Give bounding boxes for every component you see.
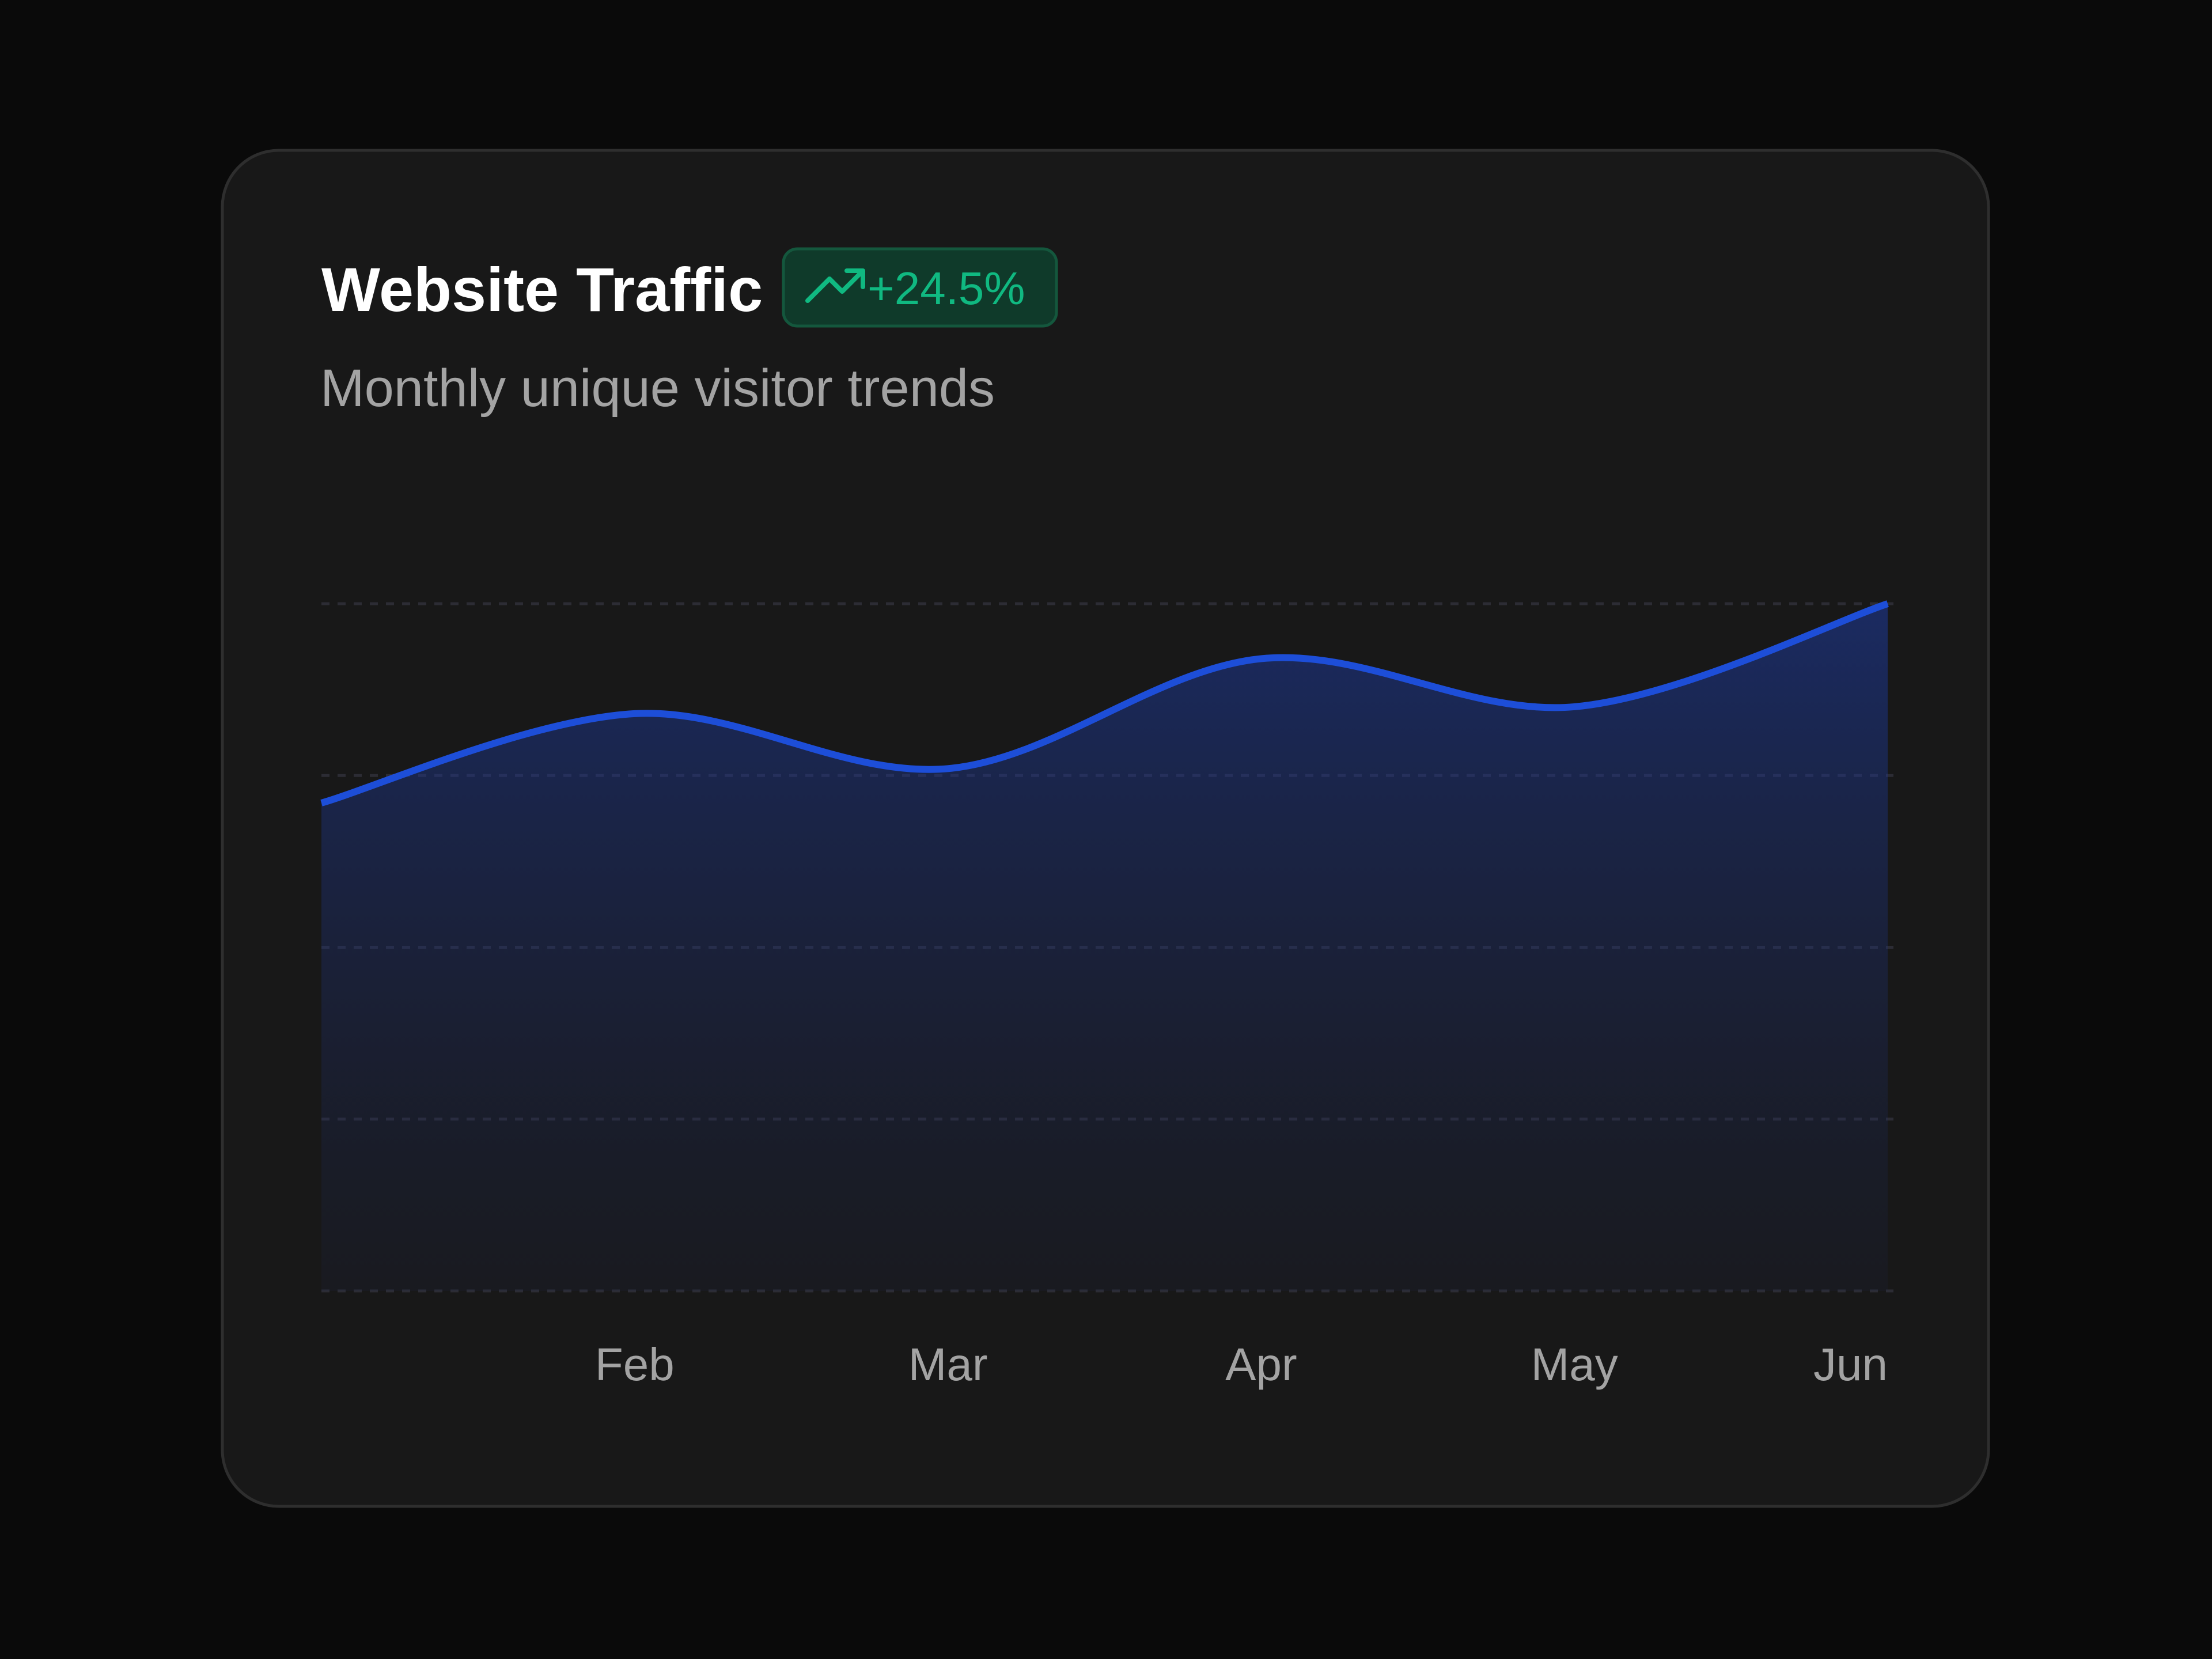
area-fill [321,604,1888,1291]
trend-badge: +24.5% [782,247,1058,328]
x-tick-label: Mar [908,1339,988,1390]
plot: Feb Mar Apr May Jun [320,600,1893,1390]
x-tick-label: Apr [1225,1339,1297,1390]
x-tick-label: Feb [595,1339,675,1390]
badge-background [782,247,1058,328]
badge-text: +24.5% [868,263,1025,314]
card-subtitle: Monthly unique visitor trends [320,359,995,418]
card-title: Website Traffic [321,255,763,324]
x-tick-label: Jun [1813,1339,1888,1390]
trend-icon [805,268,865,303]
area-line [320,600,1889,806]
x-tick-label: May [1531,1339,1618,1390]
